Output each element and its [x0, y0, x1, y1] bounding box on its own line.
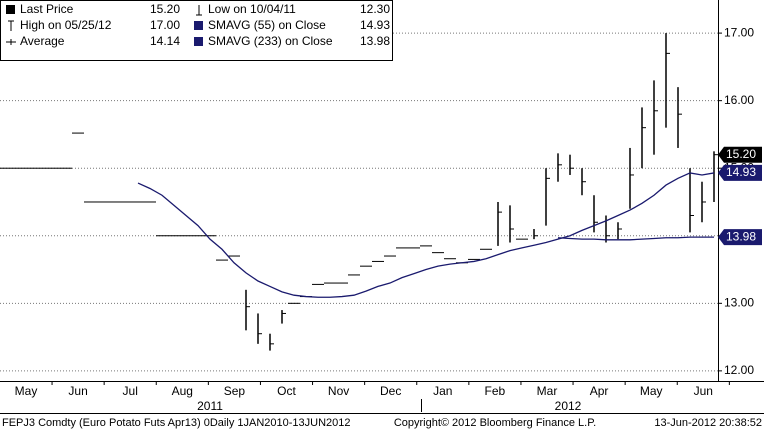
footer-right: 13-Jun-2012 20:38:52: [654, 417, 762, 429]
x-tick-label: Jun: [68, 384, 87, 398]
y-tick-label: 12.00: [724, 363, 754, 377]
year-label: 2012: [555, 399, 582, 413]
footer-center: Copyright© 2012 Bloomberg Finance L.P.: [394, 417, 596, 429]
x-tick-label: Jan: [433, 384, 452, 398]
x-tick-label: Nov: [328, 384, 349, 398]
legend-value: 15.20: [150, 2, 180, 16]
x-tick-label: Oct: [277, 384, 296, 398]
legend-label: Low on 10/04/11: [208, 2, 296, 16]
moving-average: [557, 236, 714, 241]
x-tick-label: Jun: [694, 384, 713, 398]
value-box-label: 15.20: [726, 147, 756, 161]
legend-swatch: [194, 37, 203, 46]
x-tick-label: Feb: [485, 384, 506, 398]
legend-value: 12.30: [360, 2, 390, 16]
legend-value: 17.00: [150, 18, 180, 32]
legend-icon: [8, 20, 14, 31]
legend-icon: [6, 39, 16, 45]
year-label: 2011: [197, 399, 223, 413]
legend-label: Last Price: [20, 2, 74, 16]
footer-left: FEPJ3 Comdty (Euro Potato Futs Apr13) 0D…: [2, 417, 351, 429]
y-tick-label: 13.00: [724, 295, 754, 309]
value-box: [718, 229, 762, 246]
x-tick-label: Mar: [537, 384, 558, 398]
x-tick-label: Sep: [224, 384, 246, 398]
value-box-label: 14.93: [726, 165, 756, 179]
y-tick-label: 17.00: [724, 25, 754, 39]
legend-value: 14.14: [150, 34, 180, 48]
legend-icon: [196, 5, 202, 16]
legend-value: 13.98: [360, 34, 390, 48]
value-box: [718, 164, 762, 181]
y-tick-label: 16.00: [724, 93, 754, 107]
x-tick-label: Dec: [380, 384, 401, 398]
x-tick-label: Apr: [590, 384, 609, 398]
legend-box: [0, 0, 393, 61]
legend-label: SMAVG (55) on Close: [208, 18, 326, 32]
legend-value: 14.93: [360, 18, 390, 32]
legend-swatch: [6, 5, 15, 14]
x-tick-label: May: [640, 384, 663, 398]
x-tick-label: Jul: [123, 384, 138, 398]
legend: Last Price 15.20 High on 05/25/12 17.00 Low …: [0, 0, 393, 61]
value-box: [718, 146, 762, 163]
x-tick-label: May: [15, 384, 38, 398]
legend-label: High on 05/25/12: [20, 18, 112, 32]
value-box-label: 13.98: [726, 229, 756, 243]
x-tick-label: Aug: [172, 384, 193, 398]
legend-swatch: [194, 21, 203, 30]
legend-label: SMAVG (233) on Close: [208, 34, 333, 48]
legend-label: Average: [20, 34, 65, 48]
moving-average: [137, 172, 715, 298]
